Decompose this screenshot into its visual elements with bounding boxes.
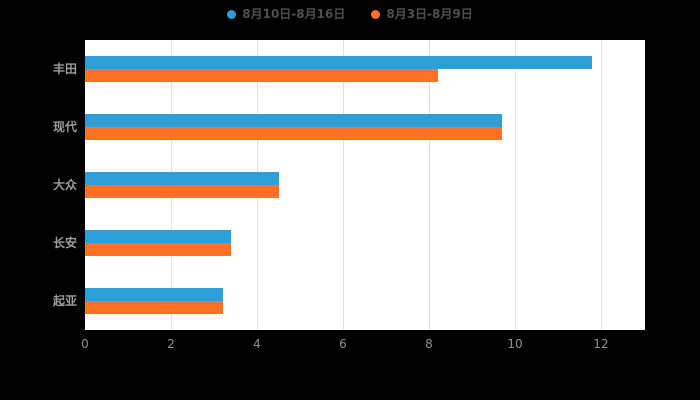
x-axis-tick-0: 0 [81, 337, 89, 351]
chart-legend: 8月10日-8月16日 8月3日-8月9日 [0, 8, 700, 20]
y-axis-label-丰田: 丰田 [52, 62, 77, 76]
bar-起亚-series-1[interactable] [85, 288, 223, 301]
y-axis-label-起亚: 起亚 [52, 294, 77, 308]
y-axis-label-现代: 现代 [52, 120, 77, 134]
bar-丰田-series-1[interactable] [85, 56, 593, 69]
legend-label-series-2: 8月3日-8月9日 [386, 7, 473, 21]
legend-label-series-1: 8月10日-8月16日 [242, 7, 346, 21]
gridline [601, 40, 602, 330]
bar-长安-series-1[interactable] [85, 230, 232, 243]
bar-大众-series-2[interactable] [85, 185, 279, 198]
bar-丰田-series-2[interactable] [85, 69, 438, 82]
legend-item-series-2[interactable]: 8月3日-8月9日 [371, 7, 473, 21]
x-axis-tick-8: 8 [425, 337, 433, 351]
y-axis-label-长安: 长安 [52, 236, 77, 250]
gridline [515, 40, 516, 330]
bar-起亚-series-2[interactable] [85, 301, 223, 314]
legend-item-series-1[interactable]: 8月10日-8月16日 [227, 8, 345, 20]
bar-现代-series-2[interactable] [85, 127, 503, 140]
legend-dot-icon [371, 9, 381, 19]
y-axis-label-大众: 大众 [52, 178, 77, 192]
x-axis-tick-4: 4 [253, 337, 261, 351]
x-axis-tick-10: 10 [507, 337, 523, 351]
legend-dot-icon [227, 9, 237, 19]
x-axis-tick-2: 2 [167, 337, 175, 351]
gridline [429, 40, 430, 330]
bar-现代-series-1[interactable] [85, 114, 503, 127]
gridline [343, 40, 344, 330]
plot-area [85, 40, 645, 330]
x-axis-tick-12: 12 [593, 337, 609, 351]
x-axis-tick-6: 6 [339, 337, 347, 351]
bar-长安-series-2[interactable] [85, 243, 232, 256]
bar-大众-series-1[interactable] [85, 172, 279, 185]
